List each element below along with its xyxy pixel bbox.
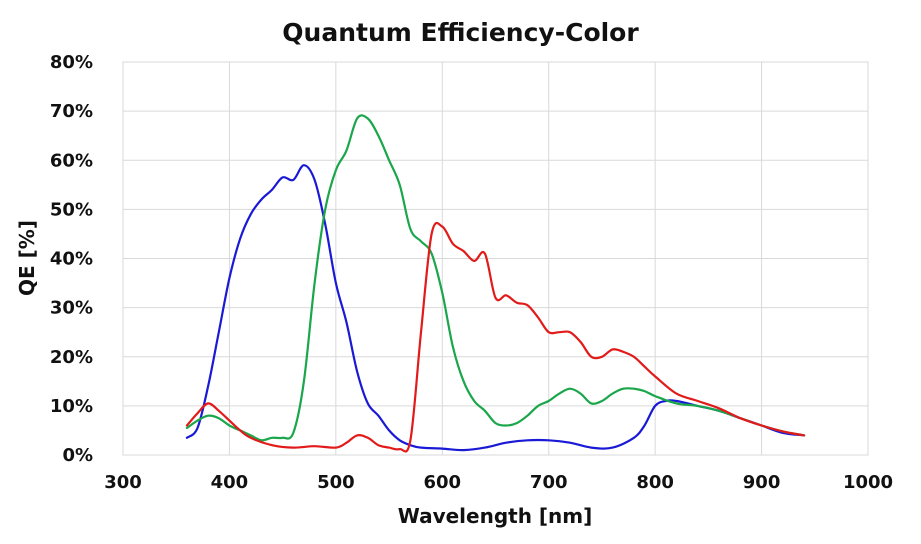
y-axis-title: QE [%] — [15, 220, 39, 296]
x-axis-title: Wavelength [nm] — [398, 504, 593, 528]
y-tick-label: 40% — [50, 249, 93, 270]
y-tick-label: 30% — [50, 298, 93, 319]
x-tick-label: 800 — [636, 472, 674, 493]
x-tick-label: 400 — [211, 472, 249, 493]
gridlines — [122, 61, 869, 456]
x-tick-label: 300 — [104, 472, 142, 493]
series-layer — [185, 114, 806, 453]
x-tick-label: 700 — [530, 472, 568, 493]
series-line-red — [185, 221, 806, 453]
y-tick-label: 80% — [50, 52, 93, 73]
y-tick-labels: 0% 10% 20% 30% 40% 50% 60% 70% 80% — [50, 52, 93, 466]
series-line-green — [185, 114, 806, 442]
y-tick-label: 0% — [62, 445, 93, 466]
y-tick-label: 10% — [50, 396, 93, 417]
x-tick-label: 900 — [743, 472, 781, 493]
x-tick-label: 1000 — [843, 472, 893, 493]
x-tick-labels: 300 400 500 600 700 800 900 1000 — [104, 472, 893, 493]
x-tick-label: 600 — [423, 472, 461, 493]
y-tick-label: 60% — [50, 150, 93, 171]
chart-title: Quantum Efficiency-Color — [282, 18, 639, 47]
y-tick-label: 70% — [50, 101, 93, 122]
y-tick-label: 20% — [50, 347, 93, 368]
x-tick-label: 500 — [317, 472, 355, 493]
y-tick-label: 50% — [50, 199, 93, 220]
